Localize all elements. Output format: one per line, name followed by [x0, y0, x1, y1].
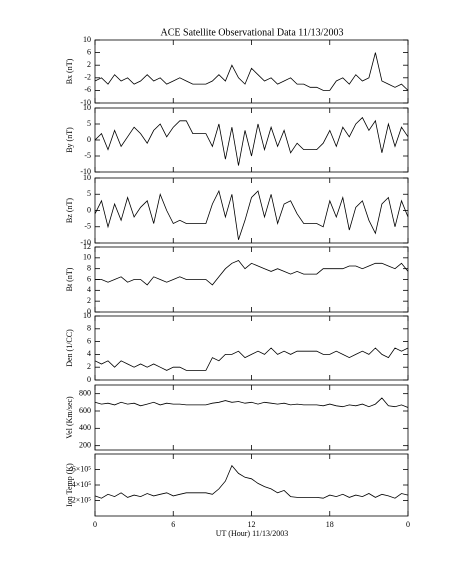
- y-axis-label: Vel (Km/sec): [65, 396, 74, 439]
- y-tick-label: 8: [87, 324, 91, 333]
- panel-frame: [94, 315, 409, 381]
- y-axis-label: Bz (nT): [65, 198, 74, 223]
- data-line: [94, 464, 409, 499]
- y-tick-label: 4: [87, 285, 91, 294]
- x-tick-label: 0: [406, 520, 410, 529]
- y-tick-label: -2: [84, 73, 91, 82]
- y-axis-label: By (nT): [65, 127, 74, 153]
- panel-frame: [94, 384, 409, 451]
- panel-frame: [94, 107, 409, 173]
- chart-title: ACE Satellite Observational Data 11/13/2…: [161, 27, 344, 38]
- y-tick-label: -10: [80, 167, 91, 176]
- x-tick-label: 12: [248, 520, 256, 529]
- y-tick-label: 4: [87, 349, 91, 358]
- y-tick-label: 6×10⁵: [72, 464, 92, 473]
- y-tick-label: 6: [87, 336, 91, 345]
- y-tick-label: 2: [87, 60, 91, 69]
- data-line: [95, 260, 409, 286]
- data-line: [94, 116, 409, 166]
- panel-frame: [94, 246, 409, 313]
- y-tick-label: 0: [87, 205, 91, 214]
- data-line: [94, 347, 409, 371]
- x-tick-label: 0: [93, 520, 97, 529]
- y-tick-label: 6: [87, 274, 91, 283]
- y-tick-label: 12: [83, 242, 91, 251]
- data-line: [94, 397, 409, 408]
- y-tick-label: 8: [87, 263, 91, 272]
- y-tick-label: 10: [83, 311, 91, 320]
- x-tick-label: 6: [171, 520, 175, 529]
- y-tick-label: 600: [79, 406, 91, 415]
- y-tick-label: -6: [84, 85, 91, 94]
- x-axis-label: UT (Hour) 11/13/2003: [216, 529, 288, 538]
- y-tick-label: 0: [87, 307, 91, 316]
- y-tick-label: 10: [83, 173, 91, 182]
- y-tick-label: 10: [83, 253, 91, 262]
- panel-frame: [94, 177, 409, 244]
- y-tick-label: 4×10⁵: [72, 480, 92, 489]
- y-tick-label: 10: [83, 103, 91, 112]
- y-tick-label: 400: [79, 423, 91, 432]
- data-line: [94, 189, 409, 240]
- y-axis-label: Den (1/CC): [65, 329, 74, 367]
- y-tick-label: 6: [87, 47, 91, 56]
- y-tick-label: 5: [87, 119, 91, 128]
- y-tick-label: 800: [79, 388, 91, 397]
- y-tick-label: -5: [84, 222, 91, 231]
- y-tick-label: 2: [87, 296, 91, 305]
- panel-frame: [94, 453, 409, 517]
- data-line: [94, 52, 409, 91]
- y-axis-label: Bx (nT): [65, 58, 74, 84]
- y-tick-label: 0: [87, 135, 91, 144]
- y-axis-label: Ion Temp (K): [65, 463, 74, 507]
- y-tick-label: 10: [83, 35, 91, 44]
- y-tick-label: -5: [84, 151, 91, 160]
- y-tick-label: 2: [87, 362, 91, 371]
- y-tick-label: 0: [87, 375, 91, 384]
- y-axis-label: Bt (nT): [65, 267, 74, 291]
- x-tick-label: 18: [326, 520, 334, 529]
- panel-frame: [94, 39, 409, 104]
- y-tick-label: 5: [87, 189, 91, 198]
- y-tick-label: -10: [80, 238, 91, 247]
- y-tick-label: -10: [80, 98, 91, 107]
- y-tick-label: 200: [79, 440, 91, 449]
- y-tick-label: 2×10⁵: [72, 495, 92, 504]
